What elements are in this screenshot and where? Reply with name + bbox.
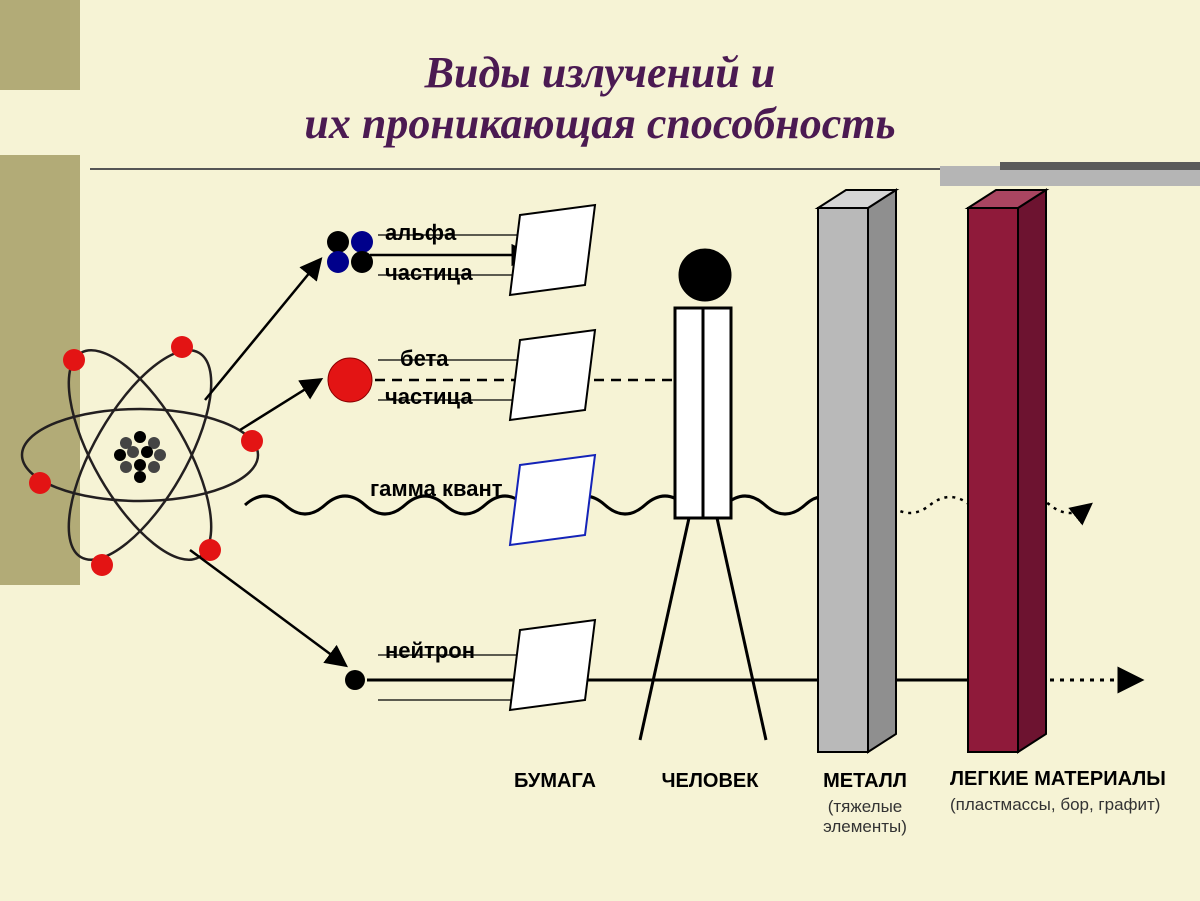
beta-label-bot: частица — [385, 386, 473, 408]
metal-label-text: МЕТАЛЛ — [823, 770, 907, 792]
gamma-label: гамма квант — [370, 478, 503, 500]
light-label: ЛЕГКИЕ МАТЕРИАЛЫ (пластмассы, бор, графи… — [950, 768, 1200, 815]
alpha-label-top: альфа — [385, 222, 456, 244]
radiation-diagram — [0, 0, 1200, 901]
light-label-text: ЛЕГКИЕ МАТЕРИАЛЫ — [950, 768, 1166, 790]
beta-label-top: бета — [400, 348, 449, 370]
metal-label: МЕТАЛЛ (тяжелые элементы) — [790, 770, 940, 837]
paper-label: БУМАГА — [495, 770, 615, 793]
neutron-particle-icon — [345, 670, 365, 690]
atom-icon — [22, 330, 263, 580]
light-materials-barrier — [968, 190, 1046, 752]
metal-sub: (тяжелые элементы) — [790, 797, 940, 837]
metal-barrier — [818, 190, 896, 752]
beta-particle-icon — [328, 358, 372, 402]
neutron-label: нейтрон — [385, 640, 475, 662]
alpha-particle-icon — [327, 231, 373, 273]
paper-label-text: БУМАГА — [514, 770, 596, 792]
light-sub: (пластмассы, бор, графит) — [950, 795, 1200, 815]
human-label: ЧЕЛОВЕК — [640, 770, 780, 793]
human-label-text: ЧЕЛОВЕК — [662, 770, 759, 792]
paper-barrier — [510, 205, 595, 710]
alpha-label-bot: частица — [385, 262, 473, 284]
